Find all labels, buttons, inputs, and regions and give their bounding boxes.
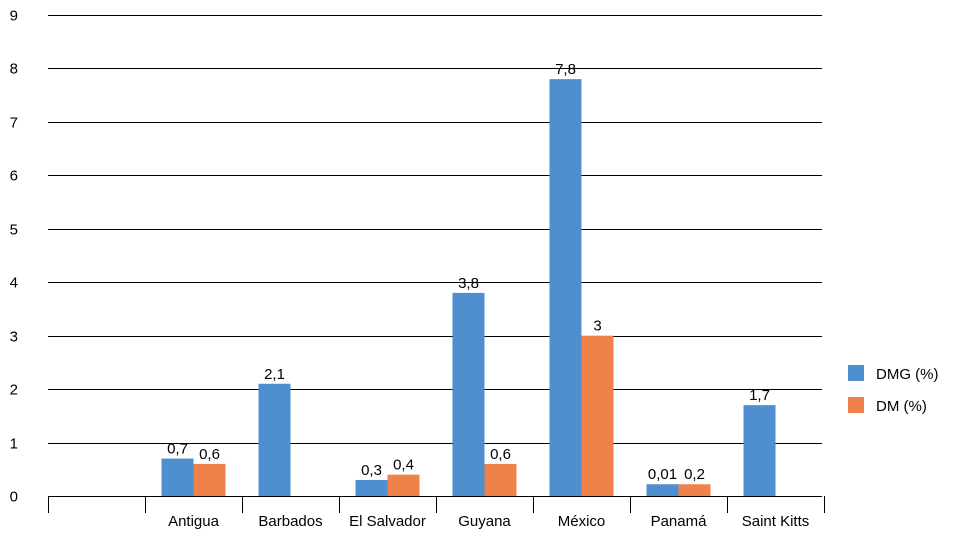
y-tick-label: 3 bbox=[10, 329, 18, 346]
data-label: 0,6 bbox=[490, 446, 511, 463]
data-label: 0,7 bbox=[167, 441, 188, 458]
data-label: 3 bbox=[593, 318, 601, 335]
category-label: Panamá bbox=[651, 513, 708, 530]
bar-dmg bbox=[452, 292, 485, 496]
category-label: Guyana bbox=[458, 513, 511, 530]
legend-swatch bbox=[848, 365, 864, 381]
bar-dmg bbox=[743, 405, 776, 496]
category-label: El Salvador bbox=[349, 513, 426, 530]
category-label: Barbados bbox=[258, 513, 322, 530]
bar-dm bbox=[678, 484, 711, 496]
gridlines bbox=[48, 15, 822, 444]
data-label: 3,8 bbox=[458, 275, 479, 292]
legend-swatch bbox=[848, 397, 864, 413]
y-axis-tick-labels: 0 1 2 3 4 5 6 7 8 9 bbox=[10, 8, 18, 506]
bar-dmg bbox=[161, 458, 194, 496]
legend: DMG (%) DM (%) bbox=[848, 365, 939, 415]
y-tick-label: 0 bbox=[10, 489, 18, 506]
data-label: 0,3 bbox=[361, 462, 382, 479]
bar-dmg bbox=[549, 79, 582, 496]
y-tick-label: 6 bbox=[10, 168, 18, 185]
legend-label: DM (%) bbox=[876, 398, 927, 415]
data-label: 1,7 bbox=[749, 387, 770, 404]
y-tick-label: 7 bbox=[10, 115, 18, 132]
bar-dmg bbox=[646, 484, 679, 496]
y-tick-label: 4 bbox=[10, 275, 18, 292]
bar-dm bbox=[387, 474, 420, 496]
category-label: Saint Kitts bbox=[742, 513, 810, 530]
data-label: 0,6 bbox=[199, 446, 220, 463]
data-label: 2,1 bbox=[264, 366, 285, 383]
bars bbox=[161, 79, 776, 496]
bar-dm bbox=[484, 463, 517, 496]
data-label: 0,01 bbox=[648, 466, 677, 483]
data-label: 7,8 bbox=[555, 61, 576, 78]
bar-dm bbox=[193, 463, 226, 496]
bar-dm bbox=[581, 335, 614, 496]
legend-label: DMG (%) bbox=[876, 366, 939, 383]
data-label: 0,4 bbox=[393, 457, 414, 474]
bar-dmg bbox=[355, 479, 388, 496]
y-tick-label: 9 bbox=[10, 8, 18, 25]
y-tick-label: 8 bbox=[10, 61, 18, 78]
bar-dmg bbox=[258, 383, 291, 496]
category-label: México bbox=[558, 513, 606, 530]
data-labels: 0,7 0,6 2,1 0,3 0,4 3,8 0,6 7,8 3 0,01 0,2 1,7 bbox=[167, 61, 770, 483]
category-label: Antigua bbox=[168, 513, 220, 530]
y-tick-label: 1 bbox=[10, 436, 18, 453]
data-label: 0,2 bbox=[684, 466, 705, 483]
y-tick-label: 2 bbox=[10, 382, 18, 399]
y-tick-label: 5 bbox=[10, 222, 18, 239]
x-axis bbox=[48, 496, 825, 513]
category-labels: Antigua Barbados El Salvador Guyana México Pa… bbox=[168, 513, 809, 530]
